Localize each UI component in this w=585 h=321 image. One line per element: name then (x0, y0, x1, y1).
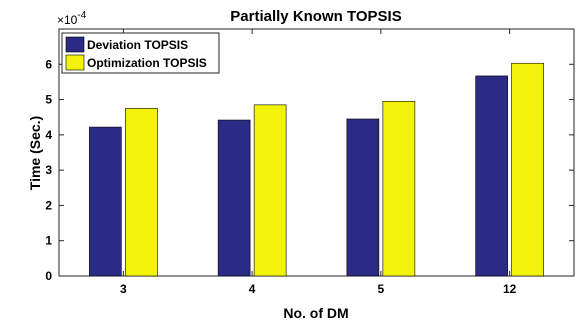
y-tick-label: 3 (45, 163, 52, 177)
x-tick-label: 5 (378, 282, 385, 296)
legend-swatch-deviation (65, 36, 85, 53)
y-tick-label: 5 (45, 93, 52, 107)
y-tick-label: 6 (45, 57, 52, 71)
legend-label-deviation: Deviation TOPSIS (87, 38, 188, 52)
y-multiplier-exponent: -4 (77, 10, 86, 21)
bar-optimization-3 (125, 108, 158, 277)
x-tick-label: 3 (120, 282, 127, 296)
y-tick-label: 0 (45, 269, 52, 283)
legend-box (61, 32, 220, 74)
y-tick-label: 4 (45, 128, 52, 142)
bar-deviation-3 (89, 126, 122, 277)
x-tick-label: 12 (503, 282, 517, 296)
x-axis-label: No. of DM (283, 305, 348, 321)
legend: Deviation TOPSIS Optimization TOPSIS (61, 32, 220, 74)
bar-optimization-5 (382, 101, 416, 277)
y-multiplier-base: ×10 (57, 13, 78, 27)
bar-optimization-12 (511, 62, 544, 277)
chart-title: Partially Known TOPSIS (230, 8, 401, 25)
bar-deviation-4 (217, 119, 251, 277)
legend-label-optimization: Optimization TOPSIS (87, 56, 207, 70)
y-tick-label: 2 (45, 198, 52, 212)
x-tick-label: 4 (249, 282, 256, 296)
bar-optimization-4 (253, 104, 287, 277)
bar-deviation-5 (346, 118, 380, 277)
y-tick-label: 1 (45, 234, 52, 248)
y-multiplier-label: ×10-4 (57, 10, 87, 27)
legend-swatch-optimization (65, 54, 85, 71)
bar-deviation-12 (475, 75, 508, 277)
y-axis-label: Time (Sec.) (27, 116, 43, 190)
